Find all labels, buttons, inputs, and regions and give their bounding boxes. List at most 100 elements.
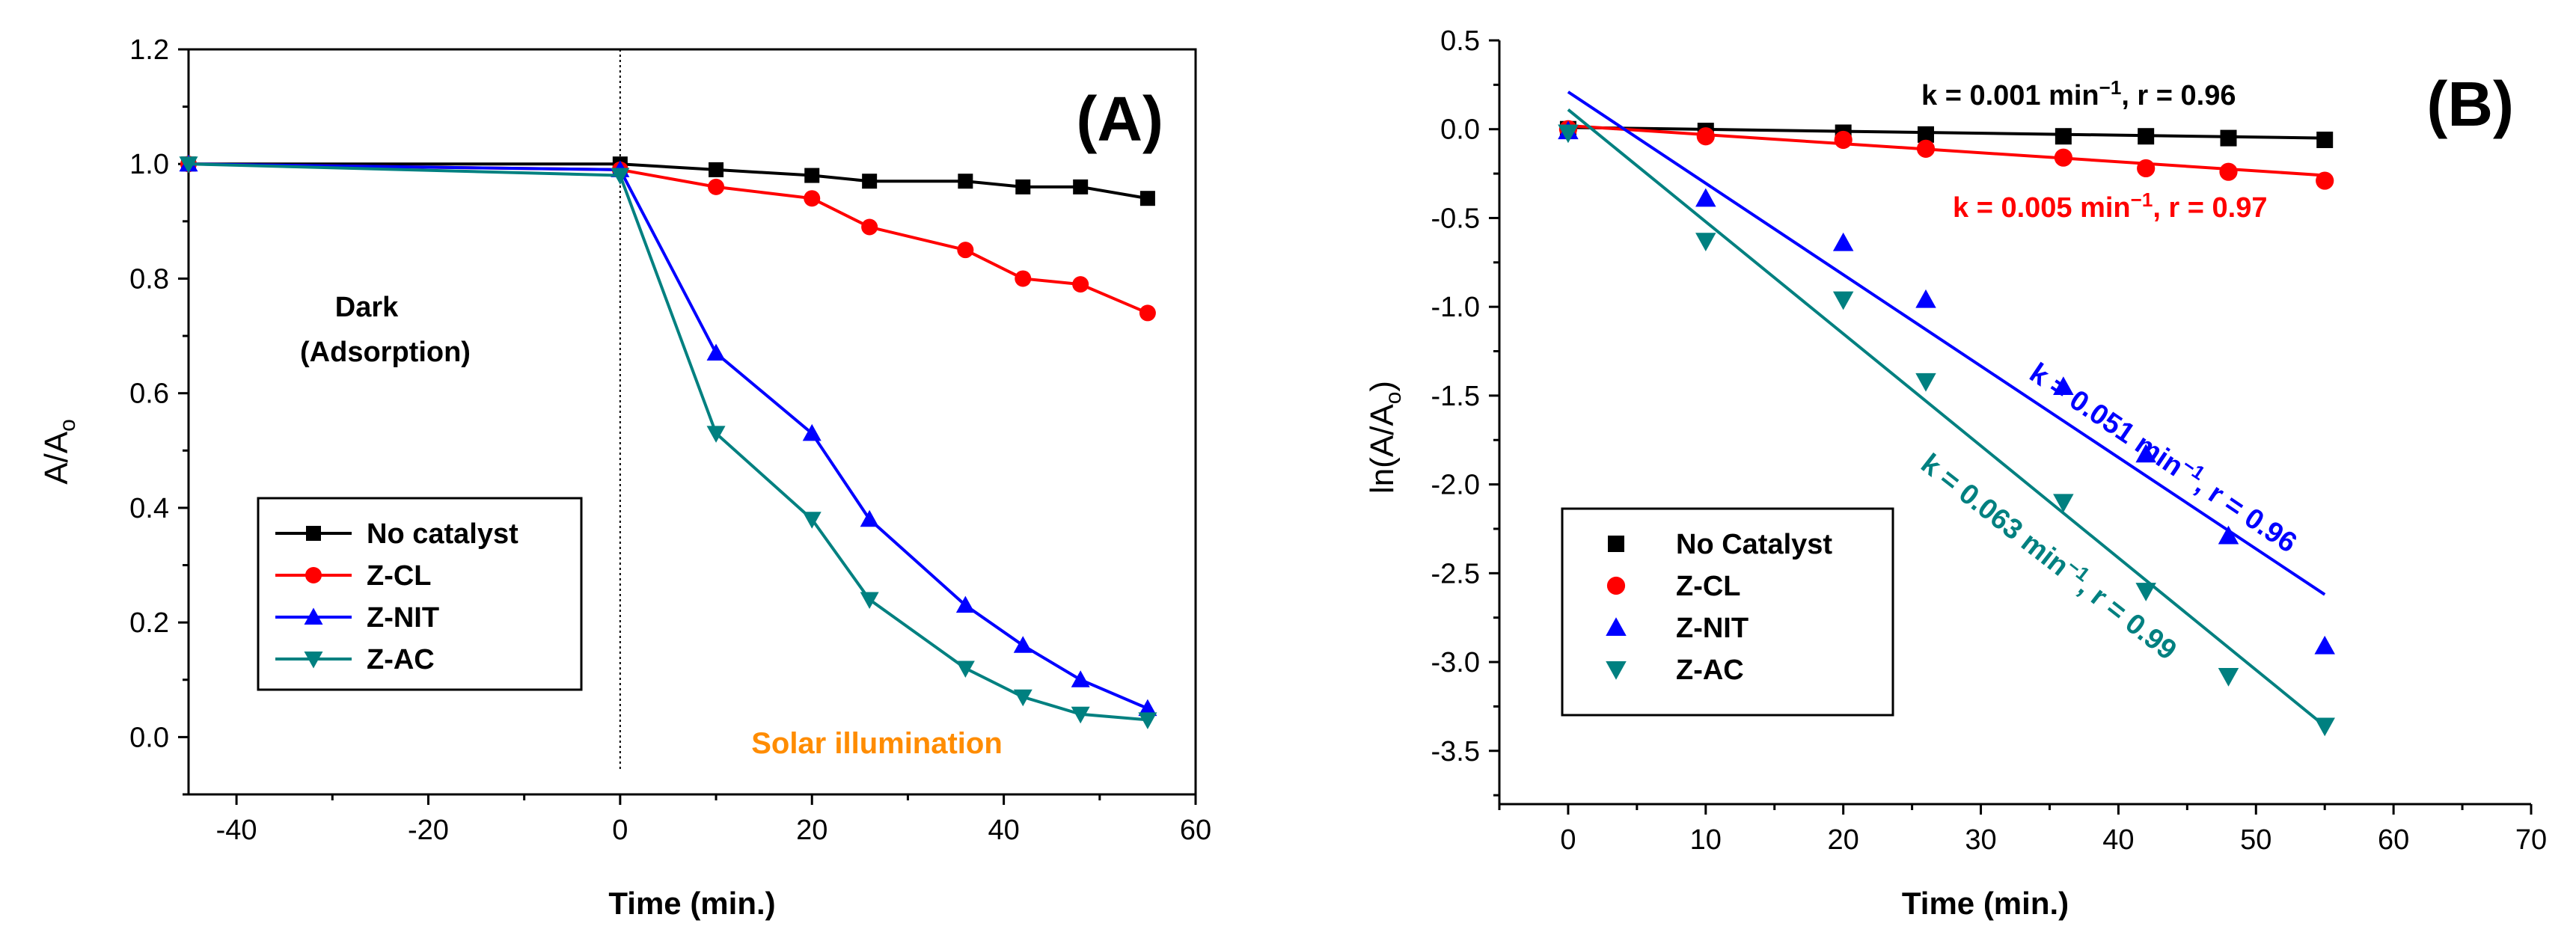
- series-z-nit: [1558, 91, 2335, 655]
- plot-frame: [187, 48, 1197, 796]
- data-point: [1013, 636, 1032, 653]
- data-point: [1695, 188, 1716, 207]
- x-tick-label: -20: [408, 815, 449, 846]
- data-point: [1558, 124, 1579, 144]
- legend-swatch-marker: [1606, 661, 1627, 680]
- data-point: [611, 168, 630, 186]
- rate-constant-k: k = 0.063 min: [1915, 448, 2074, 582]
- data-point: [860, 592, 879, 610]
- data-point: [2220, 129, 2237, 147]
- data-point: [2135, 583, 2156, 601]
- x-tick-label: 50: [2240, 824, 2271, 856]
- x-tick-label: 20: [796, 815, 827, 846]
- data-point: [802, 512, 822, 529]
- data-point: [1695, 233, 1716, 252]
- y-axis-title-subscript: o: [1381, 392, 1406, 405]
- data-point: [861, 218, 878, 236]
- dark-annotation: Dark: [335, 292, 399, 323]
- x-tick-label: 40: [988, 815, 1019, 846]
- data-point: [709, 162, 724, 177]
- data-point: [2218, 668, 2239, 687]
- series-z-cl: [180, 156, 1156, 322]
- legend-swatch-marker: [1606, 617, 1627, 636]
- data-point: [179, 156, 198, 174]
- y-tick-label: -1.0: [1431, 292, 1480, 323]
- rate-constant-k: k = 0.005 min: [1953, 192, 2131, 224]
- y-tick-label: 0.8: [129, 263, 169, 295]
- y-tick-label: 0.0: [129, 722, 169, 753]
- legend-label: Z-CL: [1676, 571, 1741, 602]
- fit-line: [1567, 126, 2325, 140]
- series-z-ac: [179, 156, 1157, 729]
- data-point: [1073, 179, 1089, 194]
- x-tick-label: 70: [2515, 824, 2547, 856]
- rate-constant-k: k = 0.001 min: [1921, 80, 2099, 111]
- rate-constant-label: k = 0.063 min−1, r = 0.99: [1915, 445, 2184, 666]
- data-point: [2218, 525, 2239, 545]
- legend-swatch-marker: [1606, 576, 1626, 595]
- legend-label: Z-CL: [367, 560, 432, 592]
- y-axis-title: A/Ao: [38, 419, 80, 485]
- y-tick-label: -1.5: [1431, 381, 1480, 412]
- x-tick-label: 60: [2378, 824, 2409, 856]
- rate-constant-label: k = 0.005 min−1, r = 0.97: [1953, 189, 2267, 224]
- data-point: [2137, 159, 2156, 178]
- data-point: [860, 509, 879, 527]
- x-tick-label: 40: [2102, 824, 2134, 856]
- x-axis-title: Time (min.): [608, 886, 775, 921]
- data-point: [2053, 376, 2074, 396]
- y-tick-label: -2.0: [1431, 470, 1480, 501]
- data-point: [1834, 130, 1853, 150]
- rate-constant-k: k = 0.051 min: [2024, 358, 2189, 483]
- data-point: [1015, 179, 1031, 194]
- legend: No Catalyst Z-CL Z-NIT Z-AC: [1561, 507, 1894, 717]
- data-point: [802, 423, 822, 441]
- y-tick-label: 0.4: [129, 493, 169, 524]
- data-point: [958, 174, 973, 189]
- data-point: [2314, 717, 2335, 737]
- x-tick-label: 0: [1560, 824, 1576, 856]
- series-z-cl: [1558, 120, 2334, 190]
- data-point: [1138, 712, 1157, 729]
- x-tick-label: 30: [1965, 824, 1996, 856]
- y-tick-label: -3.5: [1431, 736, 1480, 767]
- data-point: [1013, 689, 1032, 707]
- adsorption-annotation: (Adsorption): [300, 337, 471, 368]
- legend-label: Z-AC: [367, 644, 435, 675]
- series-no-catalyst: [1559, 120, 2334, 148]
- data-point: [706, 426, 726, 443]
- y-axis-title-subscript: o: [55, 419, 80, 432]
- data-point: [2316, 171, 2334, 190]
- data-point: [1915, 289, 1936, 308]
- data-point: [1139, 304, 1156, 322]
- data-point: [708, 178, 725, 195]
- data-point: [2135, 444, 2156, 463]
- y-axis-title: ln(A/Ao): [1364, 381, 1406, 494]
- legend-label: Z-AC: [1676, 655, 1744, 686]
- data-point: [1015, 270, 1032, 287]
- x-axis-title: Time (min.): [1902, 886, 2069, 921]
- y-axis-title-close: ): [1364, 381, 1401, 392]
- x-tick-label: 0: [612, 815, 628, 846]
- y-tick-label: 0.6: [129, 378, 169, 410]
- rate-constant-r: , r = 0.99: [2072, 571, 2182, 666]
- legend-swatch-marker: [306, 526, 321, 541]
- y-tick-label: -3.0: [1431, 647, 1480, 678]
- y-tick-label: 0.0: [1440, 114, 1480, 146]
- rate-constant-unit-exponent: −1: [2099, 76, 2122, 99]
- fit-line: [1567, 108, 2326, 728]
- fit-line: [1567, 91, 2326, 596]
- data-point: [2314, 635, 2335, 655]
- legend-swatch-marker: [304, 607, 323, 625]
- data-point: [1139, 191, 1155, 206]
- data-point: [804, 190, 821, 207]
- data-point: [2055, 128, 2072, 145]
- data-point: [2138, 128, 2155, 145]
- legend-swatch-marker: [1608, 536, 1624, 552]
- y-tick-label: 0.2: [129, 607, 169, 639]
- data-point: [1832, 232, 1854, 251]
- data-point: [2053, 494, 2074, 513]
- series-no-catalyst: [181, 156, 1155, 206]
- data-point: [1915, 373, 1936, 392]
